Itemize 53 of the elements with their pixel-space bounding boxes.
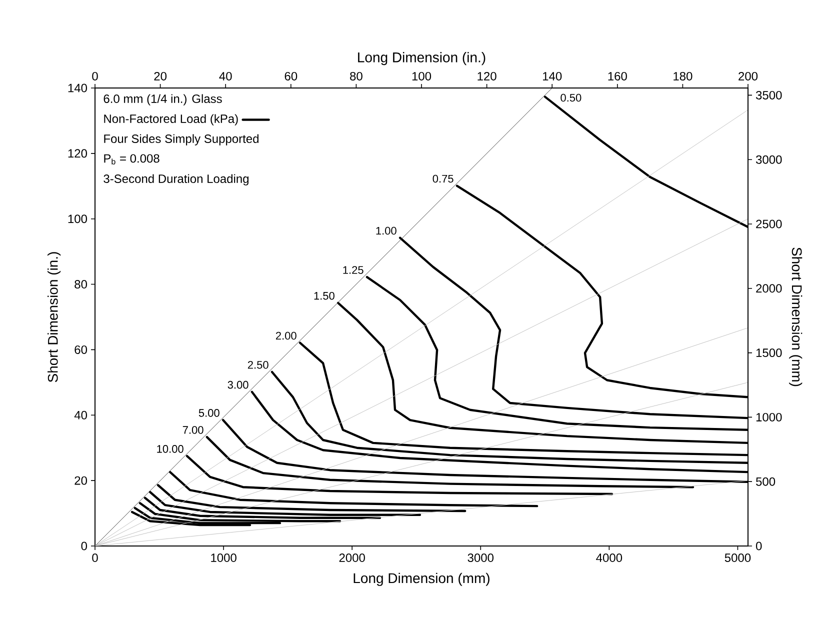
x2-tick-label: 0 <box>92 72 98 80</box>
x-tick-label: 1000 <box>211 554 236 562</box>
y2-tick-label: 0 <box>756 542 762 550</box>
x2-tick-label: 120 <box>478 72 496 80</box>
series-label: 1.00 <box>376 226 396 235</box>
annotation: Non-Factored Load (kPa) <box>104 114 238 126</box>
x2-tick-label: 140 <box>543 72 562 80</box>
annotation: P$_{b}$ = 0.008 <box>104 154 160 164</box>
annotation: 6.0 mm (1/4 in.) Glass <box>104 94 222 106</box>
series-label: 2.50 <box>248 360 268 369</box>
annotation: Four Sides Simply Supported <box>104 134 258 146</box>
y-tick-label: 140 <box>68 84 88 92</box>
y2-axis-title: Short Dimension (mm) <box>789 248 802 386</box>
x-tick-label: 2000 <box>339 554 365 562</box>
x-axis-title: Long Dimension (mm) <box>354 572 490 586</box>
y2-tick-label: 2500 <box>756 220 782 228</box>
series-label: 10.00 <box>157 445 184 453</box>
series-label: 2.00 <box>276 332 296 340</box>
series-label: 7.00 <box>182 426 204 434</box>
series-label: 0.75 <box>432 174 454 183</box>
x-tick-label: 4000 <box>596 554 622 562</box>
x-tick-label: 3000 <box>468 554 494 562</box>
y2-tick-label: 3500 <box>756 90 782 100</box>
y-tick-label: 120 <box>68 149 88 158</box>
y2-tick-label: 500 <box>756 477 776 486</box>
series-label: 3.00 <box>228 380 248 389</box>
y2-tick-label: 1000 <box>756 412 782 422</box>
y-tick-label: 60 <box>74 345 88 354</box>
y-tick-label: 20 <box>74 476 88 485</box>
y-tick-label: 40 <box>74 410 88 420</box>
x2-tick-label: 100 <box>412 72 432 80</box>
series-label: 1.25 <box>343 266 364 274</box>
y-axis-title: Short Dimension (in.) <box>48 252 61 382</box>
x2-axis-title: Long Dimension (in.) <box>358 52 486 66</box>
y-tick-label: 100 <box>68 214 88 224</box>
x2-tick-label: 60 <box>284 72 298 80</box>
x-tick-label: 0 <box>92 554 98 562</box>
y-tick-label: 0 <box>81 542 88 550</box>
y2-tick-label: 1500 <box>756 348 782 358</box>
series-label: 0.50 <box>560 94 582 102</box>
x2-tick-label: 200 <box>738 72 758 80</box>
series-label: 5.00 <box>198 409 220 417</box>
x2-tick-label: 40 <box>219 72 232 80</box>
x2-tick-label: 80 <box>350 72 362 80</box>
x-tick-label: 5000 <box>724 554 751 562</box>
x2-tick-label: 20 <box>154 72 167 80</box>
x2-tick-label: 180 <box>674 72 692 80</box>
annotation: 3-Second Duration Loading <box>104 174 248 186</box>
y2-tick-label: 2000 <box>756 284 782 293</box>
x2-tick-label: 160 <box>608 72 627 80</box>
series-label: 1.50 <box>314 292 334 300</box>
y-tick-label: 80 <box>74 280 88 289</box>
y2-tick-label: 3000 <box>756 155 782 164</box>
